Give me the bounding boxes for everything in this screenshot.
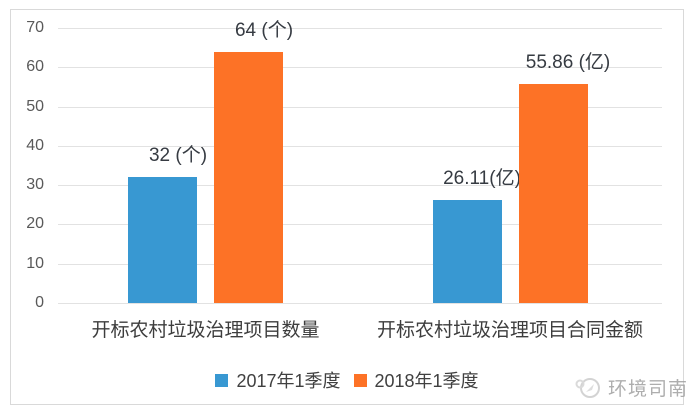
bar-value-label: 55.86 (亿)	[525, 52, 611, 73]
gridline	[58, 146, 662, 147]
category-label: 开标农村垃圾治理项目数量	[91, 320, 320, 341]
legend-label: 2018年1季度	[374, 371, 479, 391]
chart-legend: 2017年1季度 2018年1季度	[0, 367, 694, 393]
y-axis-tick-label: 40	[26, 137, 44, 154]
legend-swatch-icon	[215, 373, 229, 387]
gridline	[58, 28, 662, 29]
bar-series0-cat1	[433, 200, 502, 303]
gridline	[58, 264, 662, 265]
watermark: 环境司南	[573, 374, 688, 401]
category-label: 开标农村垃圾治理项目合同金额	[376, 320, 644, 341]
bar-value-label: 32 (个)	[148, 145, 208, 166]
gridline	[58, 224, 662, 225]
bar-value-label: 26.11(亿)	[443, 168, 521, 189]
bar-series1-cat0	[214, 52, 283, 303]
legend-label: 2017年1季度	[236, 371, 341, 391]
legend-swatch-icon	[353, 373, 367, 387]
gridline	[58, 67, 662, 68]
legend-item: 2017年1季度	[215, 367, 341, 393]
y-axis-tick-label: 0	[35, 294, 44, 311]
bar-value-label: 64 (个)	[234, 20, 294, 41]
y-axis-tick-label: 70	[26, 19, 44, 36]
bar-series0-cat0	[128, 177, 197, 303]
y-axis-tick-label: 10	[26, 255, 44, 272]
compass-logo-icon	[573, 375, 603, 401]
gridline	[58, 107, 662, 108]
gridline	[58, 185, 662, 186]
y-axis-tick-label: 60	[26, 58, 44, 75]
bar-series1-cat1	[519, 84, 588, 303]
y-axis-tick-label: 50	[26, 98, 44, 115]
legend-item: 2018年1季度	[353, 367, 479, 393]
watermark-text: 环境司南	[607, 379, 688, 400]
y-axis-tick-label: 20	[26, 215, 44, 232]
y-axis-tick-label: 30	[26, 176, 44, 193]
gridline	[58, 303, 662, 304]
